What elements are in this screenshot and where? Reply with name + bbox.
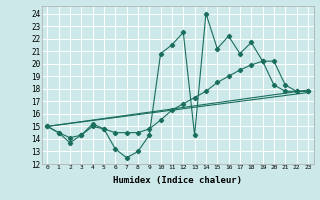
- X-axis label: Humidex (Indice chaleur): Humidex (Indice chaleur): [113, 176, 242, 185]
